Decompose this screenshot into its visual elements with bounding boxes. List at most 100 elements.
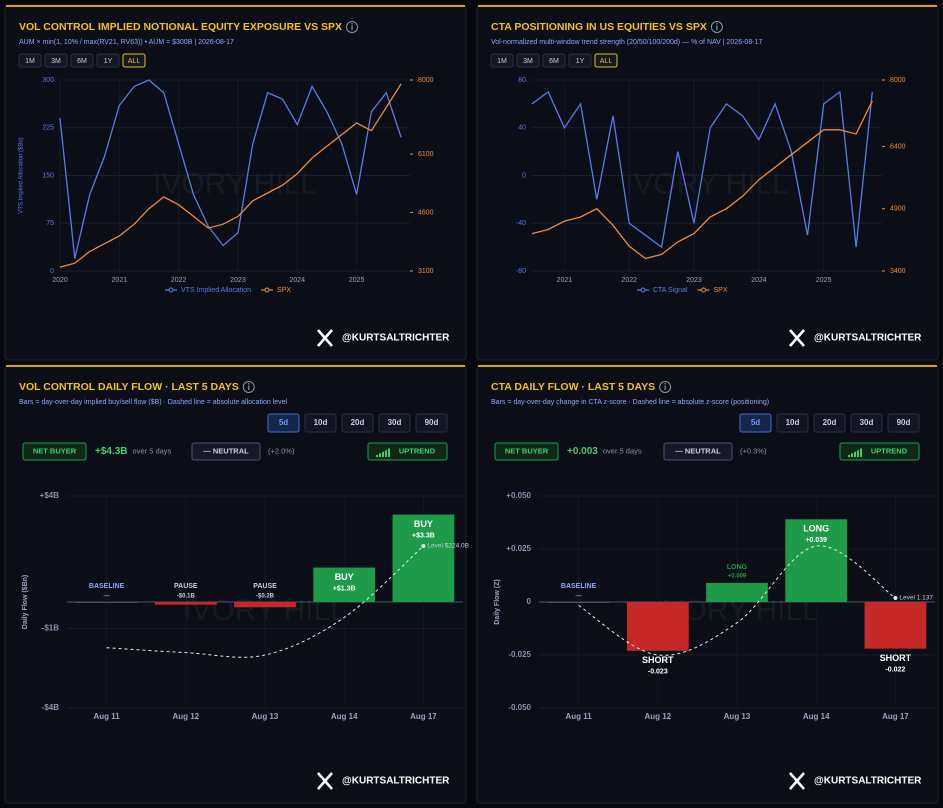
range-button-label[interactable]: 3M: [51, 58, 61, 65]
x-logo: [789, 329, 805, 347]
range-button-label[interactable]: 30d: [860, 418, 874, 427]
level-dot: [893, 596, 898, 601]
y2-tick-label: 3100: [418, 268, 434, 275]
range-button[interactable]: [887, 413, 920, 433]
signal-badge: [22, 442, 87, 461]
bar: [234, 602, 296, 608]
trend-icon-bar: [388, 448, 390, 457]
x-tick-label: Aug 12: [172, 712, 199, 721]
range-button-label[interactable]: 3M: [523, 58, 533, 65]
range-button[interactable]: [341, 413, 374, 433]
range-button[interactable]: [490, 53, 514, 68]
trend-badge: [839, 442, 920, 461]
range-button[interactable]: [739, 413, 772, 433]
range-button-label[interactable]: 1Y: [104, 58, 113, 65]
bar-value-label: +$1.3B: [333, 585, 356, 592]
y-tick-label: -0.050: [508, 703, 531, 712]
net-flow-note: over 5 days: [603, 446, 642, 455]
bar-signal-label: PAUSE: [174, 583, 198, 590]
range-button-label[interactable]: 20d: [351, 418, 365, 427]
bar-value-label: -$0.1B: [177, 594, 196, 600]
y2-tick-label: 3400: [890, 268, 906, 275]
bar: [392, 514, 455, 602]
range-button[interactable]: [776, 413, 809, 433]
bar-value-label: -0.022: [885, 666, 905, 673]
range-button-label[interactable]: 10d: [786, 418, 800, 427]
x-tick-label: 2023: [686, 277, 702, 284]
info-icon-dot: [664, 383, 666, 385]
range-button[interactable]: [96, 53, 120, 68]
trend-icon-bar: [382, 451, 384, 457]
watermark: IVORY HILL: [153, 167, 317, 200]
range-button-label[interactable]: ALL: [600, 58, 613, 65]
range-button-label[interactable]: ALL: [128, 58, 141, 65]
x-tick-label: Aug 12: [644, 712, 671, 721]
net-flow-note: over 5 days: [133, 446, 172, 455]
bar: [313, 567, 376, 602]
range-button-label[interactable]: 6M: [77, 58, 87, 65]
range-button-label[interactable]: 5d: [279, 418, 288, 427]
range-button[interactable]: [415, 413, 448, 433]
range-button-label[interactable]: 20d: [823, 418, 837, 427]
range-button[interactable]: [378, 413, 411, 433]
range-button-label[interactable]: 10d: [314, 418, 328, 427]
range-button[interactable]: [594, 53, 618, 68]
range-button[interactable]: [850, 413, 883, 433]
trend-badge-label: UPTREND: [399, 446, 436, 455]
range-button[interactable]: [44, 53, 68, 68]
range-button[interactable]: [267, 413, 300, 433]
y-tick-label: +0.050: [506, 491, 531, 500]
bar-signal-label: SHORT: [880, 653, 912, 663]
signal-badge-label: NET BUYER: [33, 446, 77, 455]
x-tick-label: 2022: [171, 277, 187, 284]
range-button-label[interactable]: 1M: [497, 58, 507, 65]
bar-signal-label: PAUSE: [253, 583, 277, 590]
range-button-label[interactable]: 30d: [388, 418, 402, 427]
x-logo: [317, 772, 333, 790]
y-tick-label: +$4B: [40, 491, 60, 500]
chart-title: CTA POSITIONING IN US EQUITIES VS SPX: [491, 21, 707, 33]
legend-swatch-dot: [168, 287, 174, 293]
bar-signal-label: LONG: [727, 564, 748, 571]
range-button[interactable]: [542, 53, 566, 68]
range-button[interactable]: [813, 413, 846, 433]
chart-subtitle: Bars = day-over-day change in CTA z-scor…: [491, 399, 769, 406]
footer-handle: @KURTSALTRICHTER: [814, 333, 922, 344]
legend-swatch-dot: [640, 287, 646, 293]
y-tick-label: -$4B: [42, 703, 60, 712]
range-button-label[interactable]: 90d: [897, 418, 911, 427]
bar: [785, 519, 848, 602]
watermark: IVORY HILL: [625, 167, 789, 200]
y-tick-label: 225: [42, 125, 54, 132]
y-tick-label: 0: [527, 597, 532, 606]
x-tick-label: Aug 17: [882, 712, 909, 721]
range-button-label[interactable]: 1Y: [576, 58, 585, 65]
x-tick-label: 2025: [349, 277, 365, 284]
level-dot: [421, 544, 426, 548]
trend-icon-bar: [860, 448, 862, 457]
y-axis-label: Daily Flow ($Bn): [22, 575, 29, 629]
y-tick-label: +0.025: [506, 544, 531, 553]
y-tick-label: 150: [42, 172, 54, 179]
range-button[interactable]: [70, 53, 94, 68]
range-button[interactable]: [18, 53, 42, 68]
x-tick-label: 2024: [289, 277, 305, 284]
regime-badge-label: — NEUTRAL: [675, 446, 721, 455]
y2-tick-label: 8000: [890, 77, 906, 84]
chart-subtitle: Bars = day-over-day implied buy/sell flo…: [19, 399, 288, 406]
y2-tick-label: 6100: [418, 151, 434, 158]
y2-tick-label: 6400: [890, 143, 906, 150]
trend-icon-bar: [854, 451, 856, 457]
range-button-label[interactable]: 5d: [751, 418, 760, 427]
signal-badge-label: NET BUYER: [505, 446, 549, 455]
range-button[interactable]: [304, 413, 337, 433]
range-button-label[interactable]: 6M: [549, 58, 559, 65]
legend-swatch-dot: [701, 287, 706, 293]
range-button-label[interactable]: 90d: [425, 418, 439, 427]
range-button-label[interactable]: 1M: [25, 58, 35, 65]
range-button[interactable]: [516, 53, 540, 68]
x-tick-label: 2020: [52, 277, 68, 284]
range-button[interactable]: [122, 53, 146, 68]
range-button[interactable]: [568, 53, 592, 68]
chart-title: VOL CONTROL DAILY FLOW · LAST 5 DAYS: [19, 381, 239, 393]
